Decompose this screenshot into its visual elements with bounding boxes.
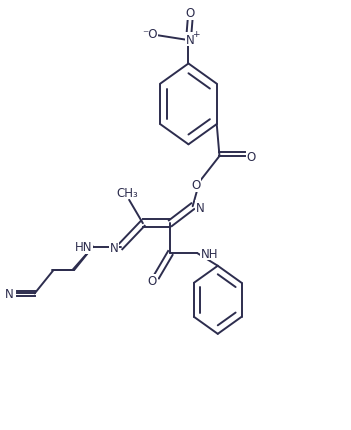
Text: ⁻O: ⁻O [142,28,157,41]
Text: NH: NH [200,247,218,260]
Text: N: N [196,202,204,215]
Text: O: O [148,274,157,288]
Text: CH₃: CH₃ [117,186,138,199]
Text: O: O [247,150,256,163]
Text: O: O [186,7,195,20]
Text: HN: HN [75,240,92,254]
Text: N: N [5,287,13,300]
Text: O: O [192,179,201,192]
Text: N: N [110,241,119,255]
Text: +: + [192,30,200,39]
Text: N: N [185,34,194,46]
